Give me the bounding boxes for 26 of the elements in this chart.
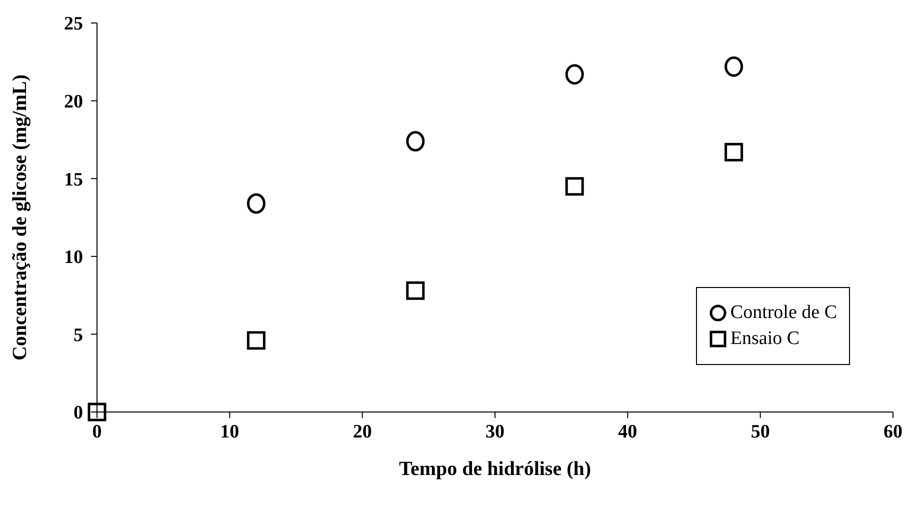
legend-label: Controle de C [730,302,837,324]
y-tick-label: 0 [74,402,83,424]
point [246,193,266,214]
point [565,177,584,196]
point [246,331,266,350]
x-axis-title: Tempo de hidrólise (h) [398,458,592,480]
x-tick-label: 20 [352,421,372,442]
y-tick-label: 25 [64,14,83,35]
point [724,142,744,162]
point [406,281,425,300]
x-tick-label: 50 [750,421,770,442]
y-tick-label: 20 [64,92,83,113]
y-tick-label: 15 [64,169,83,190]
x-tick-label: 40 [618,421,638,442]
x-tick-label: 10 [220,421,240,442]
x-tick-label: 30 [486,421,504,442]
point [406,131,425,152]
point [565,64,584,85]
y-tick-label: 5 [74,324,83,346]
x-tick-label: 60 [884,421,902,442]
y-axis-title: Concentração de glicose (mg/mL) [9,74,32,361]
point [724,56,744,77]
point [88,402,106,422]
legend-label: Ensaio C [730,328,800,350]
x-tick-label: 0 [92,421,102,442]
y-tick-label: 10 [64,247,83,268]
